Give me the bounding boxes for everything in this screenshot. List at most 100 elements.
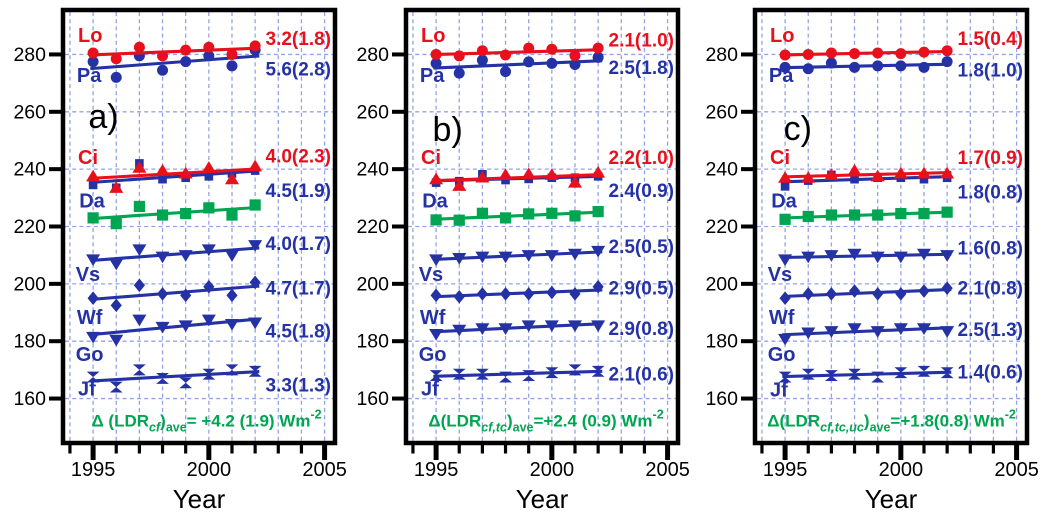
y-tick-label-160: 160 bbox=[356, 388, 389, 410]
marker-Ci-1999 bbox=[521, 167, 536, 180]
y-tick-label-280: 280 bbox=[356, 44, 389, 66]
marker-Wf-2002 bbox=[592, 279, 604, 294]
marker-Vs-2002 bbox=[940, 250, 955, 262]
y-tick-label-160: 160 bbox=[705, 388, 738, 410]
trend-value-Ci-a: 4.0(2.3) bbox=[266, 147, 331, 168]
annotation-part: cf,tc,uc bbox=[820, 421, 864, 435]
marker-Pa-2001 bbox=[918, 61, 930, 73]
marker-Ci-2002 bbox=[591, 165, 606, 178]
marker-Ci-1998 bbox=[498, 168, 513, 180]
marker-Vs-2001 bbox=[224, 250, 239, 262]
trend-value-Da-a: 4.5(1.9) bbox=[266, 181, 331, 202]
station-label-Ci-a: Ci bbox=[78, 147, 98, 169]
annotation-part: ave bbox=[166, 421, 187, 435]
series-Jf-c bbox=[778, 365, 954, 383]
marker-Lo-1997 bbox=[133, 41, 145, 53]
marker-Ci-1995 bbox=[778, 171, 793, 183]
y-tick-label-220: 220 bbox=[705, 216, 738, 238]
marker-Lo-1998 bbox=[500, 49, 512, 61]
panel-c: Lo 1.5(0.4) Pa 1.8(1.0) Ci 1.7(0.9) Da 1.8(0.8)… bbox=[705, 7, 1039, 514]
marker-Jf-1998 bbox=[848, 368, 861, 380]
marker-Pa-1996 bbox=[802, 63, 814, 75]
marker-Jf-1995 bbox=[778, 371, 792, 383]
marker-Pa-1995 bbox=[779, 61, 791, 73]
marker-Jf-2002 bbox=[940, 367, 954, 379]
marker-Pa-1996 bbox=[110, 71, 122, 83]
trend-value-Ci-b: 2.2(1.0) bbox=[609, 148, 674, 169]
marker-average-1996 bbox=[453, 214, 465, 226]
trend-value-Jf-b: 2.1(0.6) bbox=[609, 365, 674, 386]
marker-average-1997 bbox=[476, 207, 488, 219]
trend-value-Go-a: 4.5(1.8) bbox=[266, 322, 331, 343]
marker-average-1997 bbox=[133, 200, 145, 213]
marker-Wf-1999 bbox=[872, 287, 884, 301]
y-tick-label-160: 160 bbox=[13, 388, 46, 410]
marker-Go-1998 bbox=[498, 323, 513, 335]
station-label-Da-c: Da bbox=[771, 191, 797, 213]
trend-value-Jf-a: 3.3(1.3) bbox=[266, 375, 331, 396]
marker-Vs-1995 bbox=[86, 254, 101, 267]
marker-Wf-1997 bbox=[133, 278, 145, 293]
panel-b: Lo 2.1(1.0) Pa 2.5(1.8) Ci 2.2(1.0) Da 2.4(0.9)… bbox=[356, 7, 690, 514]
marker-Ci-1997 bbox=[475, 170, 490, 183]
marker-Ci-1997 bbox=[132, 161, 147, 173]
marker-Vs-1996 bbox=[801, 251, 816, 264]
marker-Lo-2002 bbox=[941, 45, 953, 57]
series-Lo-a bbox=[87, 40, 261, 65]
y-tick-label-200: 200 bbox=[356, 273, 389, 295]
station-label-Ci-c: Ci bbox=[770, 147, 790, 169]
marker-Lo-1996 bbox=[453, 50, 465, 62]
marker-Go-2002 bbox=[591, 320, 606, 333]
marker-Vs-2000 bbox=[893, 251, 908, 264]
marker-Go-1999 bbox=[178, 320, 193, 333]
plot-border-b bbox=[403, 7, 681, 446]
station-label-Da-a: Da bbox=[79, 191, 105, 213]
marker-Wf-2001 bbox=[226, 288, 238, 303]
marker-Wf-1999 bbox=[523, 287, 535, 301]
trend-value-Da-b: 2.4(0.9) bbox=[609, 181, 674, 202]
marker-Lo-2002 bbox=[592, 42, 604, 54]
marker-Jf-2000 bbox=[545, 367, 559, 379]
annotation-part: -2 bbox=[1005, 408, 1016, 422]
marker-Lo-2000 bbox=[203, 41, 215, 53]
trend-line-Wf bbox=[90, 284, 260, 302]
annotation-part: LDR bbox=[446, 412, 481, 431]
marker-Jf-1999 bbox=[522, 370, 536, 382]
annotation-part: ave bbox=[513, 421, 534, 435]
trend-value-Vs-a: 4.0(1.7) bbox=[266, 234, 331, 255]
x-tick-label-2000: 2000 bbox=[187, 459, 232, 481]
marker-Pa-1995 bbox=[87, 56, 99, 68]
panel-letter-a: a) bbox=[88, 98, 118, 136]
marker-Ci-2001 bbox=[224, 172, 239, 185]
marker-Wf-1996 bbox=[453, 289, 465, 304]
marker-Lo-1995 bbox=[87, 47, 99, 59]
average-annotation-a: Δ (LDRcf)ave= +4.2 (1.9) Wm-2 bbox=[91, 408, 321, 435]
marker-Lo-1997 bbox=[825, 47, 837, 59]
marker-Ci-1996 bbox=[109, 181, 124, 193]
annotation-part: Δ( bbox=[428, 412, 446, 431]
marker-average-1998 bbox=[499, 212, 512, 224]
series-Ci-c bbox=[778, 163, 955, 183]
marker-Lo-1995 bbox=[779, 49, 791, 61]
marker-Pa-1995 bbox=[430, 57, 442, 69]
marker-Jf-2001 bbox=[917, 365, 931, 377]
station-label-Go-a: Go bbox=[76, 344, 104, 366]
marker-Jf-1997 bbox=[475, 368, 489, 380]
marker-average-2001 bbox=[226, 209, 238, 221]
marker-Jf-2002 bbox=[248, 365, 262, 377]
annotation-part: = +4.2 (1.9) Wm bbox=[187, 412, 311, 431]
station-label-Jf-c: Jf bbox=[770, 379, 788, 401]
marker-Vs-1997 bbox=[132, 244, 147, 257]
marker-Jf-1995 bbox=[429, 370, 443, 382]
marker-Da-1995 bbox=[780, 182, 790, 191]
marker-Vs-1996 bbox=[452, 253, 467, 265]
marker-Wf-2000 bbox=[203, 279, 215, 294]
marker-average-1999 bbox=[180, 207, 192, 220]
y-tick-label-200: 200 bbox=[705, 273, 738, 295]
marker-Wf-1995 bbox=[430, 288, 442, 303]
marker-Lo-1996 bbox=[802, 48, 814, 60]
trend-value-Go-b: 2.9(0.8) bbox=[609, 319, 674, 340]
y-tick-label-280: 280 bbox=[705, 44, 738, 66]
marker-Jf-1995 bbox=[86, 371, 100, 383]
marker-Ci-2002 bbox=[248, 159, 263, 172]
